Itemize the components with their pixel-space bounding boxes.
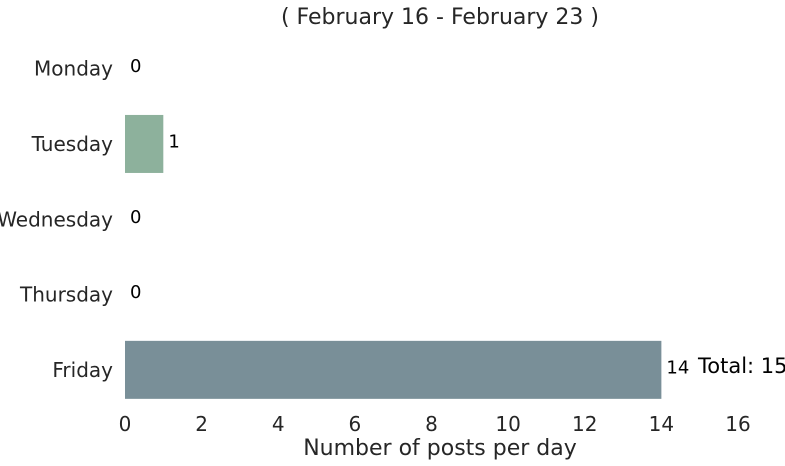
category-label-thursday: Thursday bbox=[19, 283, 113, 307]
value-label-friday: 14 bbox=[666, 357, 689, 378]
category-label-tuesday: Tuesday bbox=[31, 132, 114, 156]
value-label-thursday: 0 bbox=[130, 282, 141, 303]
category-label-friday: Friday bbox=[52, 358, 113, 382]
category-label-monday: Monday bbox=[34, 57, 113, 81]
bars-group bbox=[125, 114, 662, 399]
value-label-monday: 0 bbox=[130, 56, 141, 77]
bar-tuesday bbox=[125, 114, 164, 173]
x-tick-label: 10 bbox=[495, 412, 520, 436]
chart-title: ( February 16 - February 23 ) bbox=[281, 5, 599, 30]
x-tick-label: 8 bbox=[425, 412, 438, 436]
value-label-tuesday: 1 bbox=[168, 131, 179, 152]
x-tick-label: 4 bbox=[272, 412, 285, 436]
x-tick-label: 6 bbox=[349, 412, 362, 436]
x-tick-label: 14 bbox=[649, 412, 674, 436]
total-annotation: Total: 15 bbox=[697, 354, 785, 378]
x-axis-label: Number of posts per day bbox=[303, 436, 577, 461]
x-tick-label: 12 bbox=[572, 412, 597, 436]
x-tick-label: 16 bbox=[725, 412, 750, 436]
x-tick-label: 2 bbox=[195, 412, 208, 436]
bar-friday bbox=[125, 340, 662, 399]
labels-group: Monday 0 Tuesday 1 Wednesday 0 Thursday 0 Friday… bbox=[0, 56, 689, 382]
value-label-wednesday: 0 bbox=[130, 207, 141, 228]
x-tick-label: 0 bbox=[119, 412, 132, 436]
category-label-wednesday: Wednesday bbox=[0, 207, 113, 231]
x-ticks-group: 0 2 4 6 8 10 12 14 16 bbox=[119, 412, 751, 436]
